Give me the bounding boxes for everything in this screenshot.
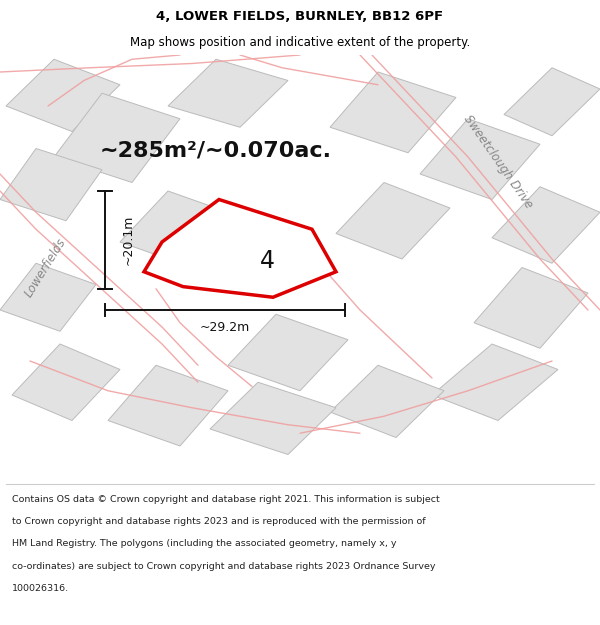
Text: ~20.1m: ~20.1m [121, 214, 134, 265]
Polygon shape [330, 72, 456, 152]
Text: co-ordinates) are subject to Crown copyright and database rights 2023 Ordnance S: co-ordinates) are subject to Crown copyr… [12, 562, 436, 571]
Polygon shape [0, 263, 96, 331]
Text: Sweetclough Drive: Sweetclough Drive [461, 112, 535, 211]
Polygon shape [336, 182, 450, 259]
Polygon shape [420, 119, 540, 199]
Text: 100026316.: 100026316. [12, 584, 69, 593]
Text: HM Land Registry. The polygons (including the associated geometry, namely x, y: HM Land Registry. The polygons (includin… [12, 539, 397, 549]
Polygon shape [474, 268, 588, 348]
Polygon shape [330, 365, 444, 438]
Text: to Crown copyright and database rights 2023 and is reproduced with the permissio: to Crown copyright and database rights 2… [12, 517, 425, 526]
Text: ~29.2m: ~29.2m [200, 321, 250, 334]
Polygon shape [144, 199, 336, 298]
Polygon shape [504, 68, 600, 136]
Text: ~285m²/~0.070ac.: ~285m²/~0.070ac. [100, 141, 332, 161]
Text: 4: 4 [260, 249, 275, 273]
Polygon shape [0, 149, 102, 221]
Polygon shape [210, 382, 336, 454]
Polygon shape [228, 314, 348, 391]
Polygon shape [432, 344, 558, 421]
Polygon shape [6, 59, 120, 131]
Polygon shape [168, 59, 288, 127]
Polygon shape [54, 93, 180, 182]
Text: Map shows position and indicative extent of the property.: Map shows position and indicative extent… [130, 36, 470, 49]
Text: 4, LOWER FIELDS, BURNLEY, BB12 6PF: 4, LOWER FIELDS, BURNLEY, BB12 6PF [157, 10, 443, 23]
Polygon shape [120, 191, 228, 263]
Text: Contains OS data © Crown copyright and database right 2021. This information is : Contains OS data © Crown copyright and d… [12, 494, 440, 504]
Polygon shape [108, 365, 228, 446]
Text: Lowerfields: Lowerfields [22, 236, 68, 299]
Polygon shape [12, 344, 120, 421]
Polygon shape [492, 187, 600, 263]
